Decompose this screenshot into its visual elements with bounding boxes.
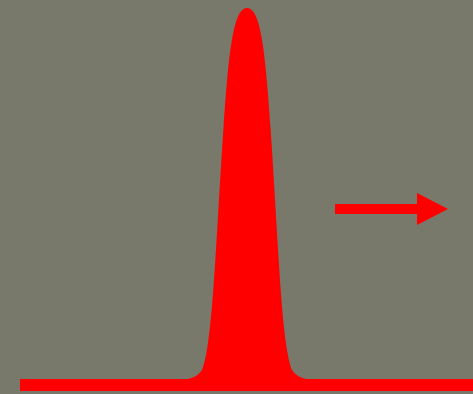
arrow-shaft [335, 204, 421, 214]
baseline-bar [20, 379, 473, 391]
arrow-head [417, 193, 448, 225]
arrow-right-icon [335, 193, 448, 225]
pulse-peak [150, 8, 345, 381]
